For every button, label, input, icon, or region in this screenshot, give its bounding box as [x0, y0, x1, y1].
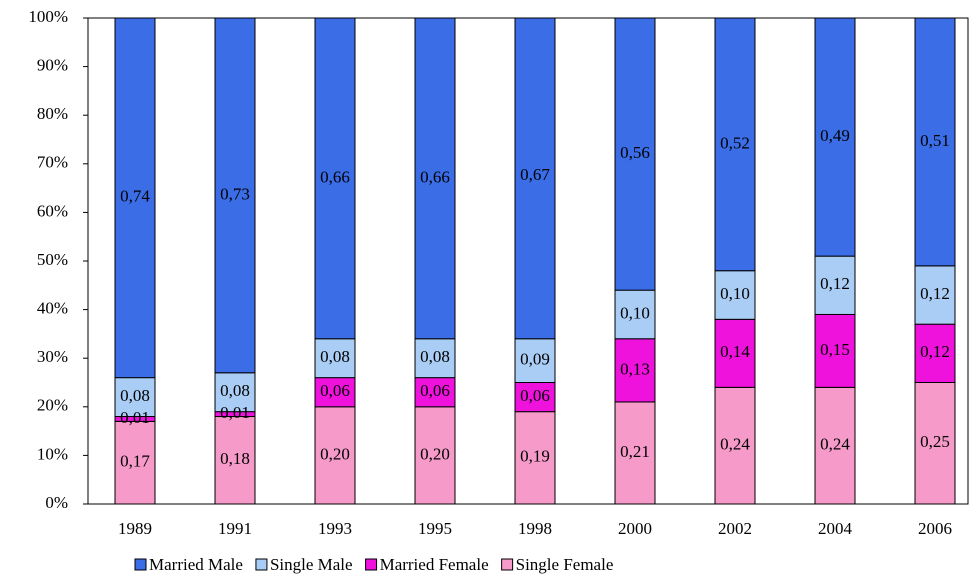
x-tick-label: 2006	[918, 519, 952, 538]
bar-segment	[814, 18, 856, 257]
data-label: 0,20	[320, 444, 350, 463]
bar-segment	[714, 18, 756, 272]
bars	[114, 18, 956, 504]
data-label: 0,06	[420, 381, 450, 400]
data-label: 0,52	[720, 133, 750, 152]
data-label: 0,73	[220, 184, 250, 203]
data-label: 0,18	[220, 449, 250, 468]
y-tick-label: 80%	[37, 104, 68, 123]
legend-swatch	[255, 558, 268, 571]
bar-segment	[114, 18, 156, 379]
bar-segment	[314, 406, 356, 504]
bar-segment	[714, 270, 756, 320]
bar-segment	[814, 255, 856, 315]
data-label: 0,08	[420, 347, 450, 366]
bar-segment	[414, 338, 456, 379]
data-label: 0,01	[120, 408, 150, 427]
x-tick-label: 2000	[618, 519, 652, 538]
data-label: 0,66	[420, 167, 450, 186]
data-label: 0,10	[720, 284, 750, 303]
legend-swatch	[365, 558, 378, 571]
bar-segment	[114, 377, 156, 418]
legend-label: Single Female	[516, 555, 614, 574]
y-tick-label: 0%	[45, 493, 68, 512]
y-tick-label: 60%	[37, 201, 68, 220]
legend-swatch	[134, 558, 147, 571]
bar-segment	[814, 313, 856, 388]
bar-segment	[614, 289, 656, 340]
x-tick-label: 1993	[318, 519, 352, 538]
bar-segment	[414, 406, 456, 504]
data-label: 0,08	[220, 381, 250, 400]
data-label: 0,24	[720, 435, 750, 454]
data-label: 0,10	[620, 303, 650, 322]
bar-segment	[614, 401, 656, 504]
data-label: 0,08	[120, 386, 150, 405]
data-label: 0,21	[620, 442, 650, 461]
y-tick-label: 90%	[37, 56, 68, 75]
bar-segment	[614, 18, 656, 291]
data-label: 0,12	[920, 284, 950, 303]
bar-segment	[914, 18, 956, 267]
data-label: 0,13	[620, 359, 650, 378]
data-label: 0,17	[120, 452, 150, 471]
data-label: 0,14	[720, 342, 750, 361]
bar-segment	[414, 18, 456, 340]
bar-segment	[214, 372, 256, 413]
x-tick-label: 2002	[718, 519, 752, 538]
bar-segment	[914, 382, 956, 504]
x-tick-label: 1998	[518, 519, 552, 538]
data-label: 0,25	[920, 432, 950, 451]
y-tick-label: 70%	[37, 153, 68, 172]
bar-segment	[314, 18, 356, 340]
data-label: 0,49	[820, 126, 850, 145]
bar-segment	[814, 386, 856, 504]
bar-segment	[514, 411, 556, 504]
data-label: 0,06	[320, 381, 350, 400]
x-tick-label: 2004	[818, 519, 853, 538]
bar-segment	[214, 18, 256, 374]
legend-swatch	[501, 558, 514, 571]
y-tick-label: 40%	[37, 299, 68, 318]
legend-label: Married Male	[149, 555, 243, 574]
data-label: 0,06	[520, 386, 550, 405]
bar-segment	[214, 416, 256, 504]
data-label: 0,66	[320, 167, 350, 186]
data-label: 0,09	[520, 350, 550, 369]
x-tick-label: 1995	[418, 519, 452, 538]
y-tick-label: 10%	[37, 444, 68, 463]
data-label: 0,15	[820, 340, 850, 359]
y-tick-label: 20%	[37, 396, 68, 415]
bar-segment	[514, 18, 556, 340]
bar-segment	[614, 338, 656, 403]
data-label: 0,56	[620, 143, 650, 162]
data-label: 0,19	[520, 447, 550, 466]
x-tick-label: 1989	[118, 519, 152, 538]
legend-label: Married Female	[380, 555, 489, 574]
data-label: 0,20	[420, 444, 450, 463]
data-label: 0,74	[120, 187, 150, 206]
legend-label: Single Male	[270, 555, 353, 574]
data-label: 0,12	[820, 274, 850, 293]
y-tick-label: 30%	[37, 347, 68, 366]
y-tick-label: 50%	[37, 250, 68, 269]
data-label: 0,67	[520, 165, 550, 184]
x-tick-label: 1991	[218, 519, 252, 538]
bar-segment	[914, 323, 956, 383]
data-label: 0,08	[320, 347, 350, 366]
bar-segment	[114, 420, 156, 504]
data-label: 0,12	[920, 342, 950, 361]
bar-segment	[714, 386, 756, 504]
data-label: 0,24	[820, 435, 850, 454]
data-label: 0,01	[220, 403, 250, 422]
y-tick-label: 100%	[28, 7, 68, 26]
data-label: 0,51	[920, 131, 950, 150]
bar-segment	[714, 318, 756, 388]
